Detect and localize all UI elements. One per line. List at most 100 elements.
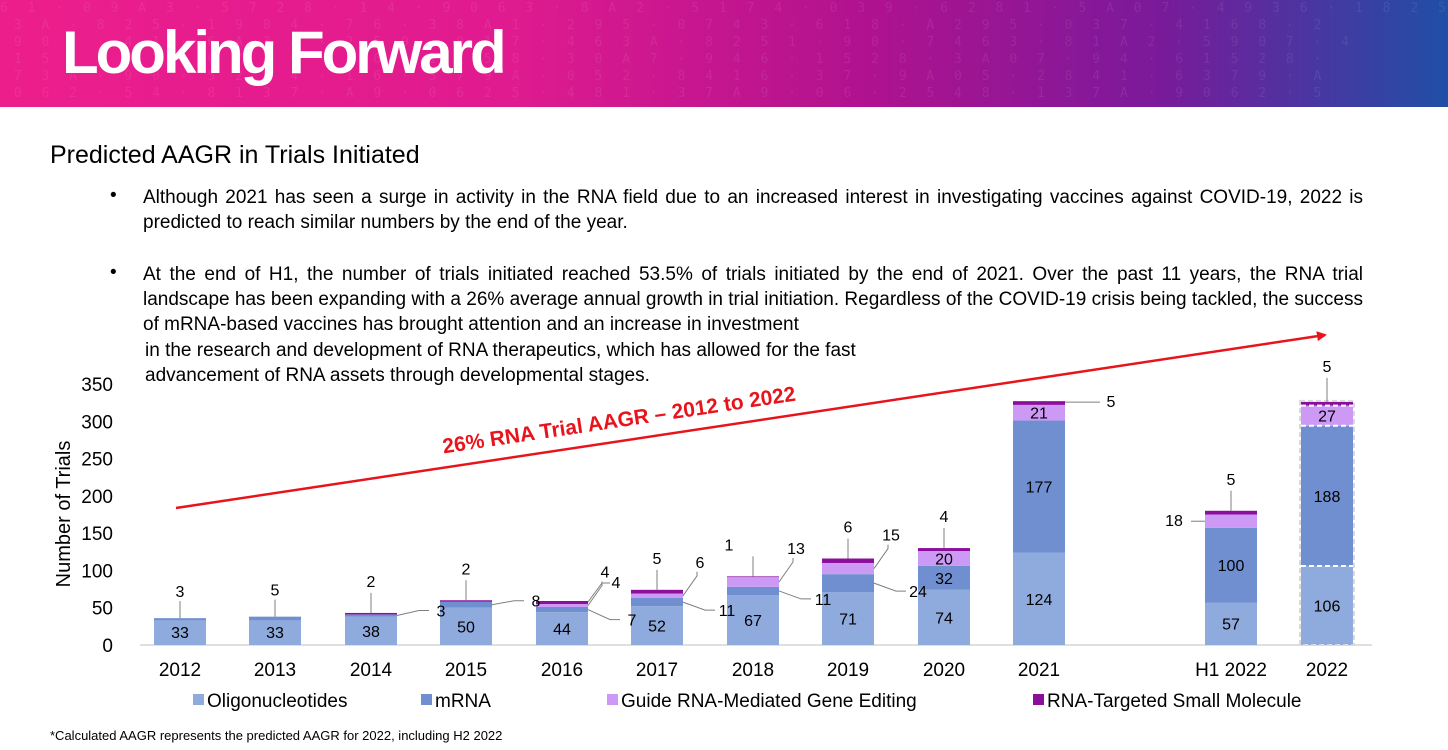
bar-segment-oligonucleotides [154, 620, 206, 645]
bar-segment-mrna [536, 606, 588, 613]
data-label-oligonucleotides: 74 [935, 610, 953, 627]
page-title: Looking Forward [62, 19, 507, 86]
legend-swatch [193, 694, 204, 705]
bar-segment-rna-targeted-small-molecule [918, 548, 970, 552]
data-label-small-molecule: 6 [844, 519, 853, 536]
bar-segment-mrna [345, 614, 397, 617]
data-label-small-molecule: 5 [1227, 472, 1236, 489]
bar-segment-oligonucleotides [631, 606, 683, 645]
label-leader-line [778, 590, 811, 600]
header-banner: 6 1 · 0 9 A 3 · 5 7 2 8 · 1 4 · 9 0 6 3 … [0, 0, 1448, 107]
y-axis: 0 50 100 150 200 250 300 350 [81, 375, 113, 657]
bar-segment-oligonucleotides [1205, 602, 1257, 645]
bar-segment-rna-targeted-small-molecule [822, 558, 874, 563]
data-labels-group: 3333353832508244744521165671113171241567… [171, 359, 1340, 642]
data-label-small-molecule: 2 [367, 574, 376, 591]
x-tick-labels: 2012 2013 2014 2015 2016 2017 2018 2019 2020 2021… [159, 660, 1348, 681]
legend-swatch [1033, 694, 1044, 705]
data-label-mrna: 5 [271, 583, 280, 600]
bar-segment-rna-targeted-small-molecule [1013, 401, 1065, 405]
data-label-mrna: 3 [437, 604, 446, 621]
data-label-guide-rna: 4 [601, 564, 610, 581]
data-label-guide-rna: 13 [787, 541, 805, 558]
x-tick-label: 2017 [636, 660, 678, 681]
bar-segment-guide-rna-mediated-gene-editing [1301, 405, 1353, 426]
bar-segment-rna-targeted-small-molecule [631, 589, 683, 594]
data-label-oligonucleotides: 50 [457, 619, 475, 636]
data-label-mrna: 177 [1026, 480, 1053, 497]
bar-segment-guide-rna-mediated-gene-editing [822, 562, 874, 575]
bar-segment-oligonucleotides [822, 592, 874, 645]
data-label-small-molecule: 5 [1107, 394, 1116, 411]
bars-group [154, 399, 1355, 647]
y-axis-label: Number of Trials [53, 441, 75, 588]
x-tick-label: 2022 [1306, 660, 1348, 681]
data-label-small-molecule: 4 [940, 509, 949, 526]
data-label-mrna: 8 [532, 594, 541, 611]
bar-segment-guide-rna-mediated-gene-editing [918, 551, 970, 566]
x-tick-label: 2018 [732, 660, 774, 681]
bullet-text-1: Although 2021 has seen a surge in activi… [143, 187, 1363, 233]
bar-segment-guide-rna-mediated-gene-editing [631, 593, 683, 599]
data-label-oligonucleotides: 52 [648, 619, 666, 636]
y-tick-label: 150 [81, 524, 113, 545]
bar-segment-mrna [249, 616, 301, 621]
bar-segment-mrna [1301, 425, 1353, 566]
footnote: *Calculated AAGR represents the predicte… [50, 728, 503, 743]
bar-segment-oligonucleotides [345, 616, 397, 645]
bar-segment-mrna [727, 586, 779, 596]
data-label-guide-rna: 6 [696, 555, 705, 572]
bar-segment-mrna [1013, 420, 1065, 553]
data-label-mrna: 7 [628, 613, 637, 630]
data-label-mrna: 32 [935, 571, 953, 588]
data-label-mrna: 188 [1314, 489, 1341, 506]
bar-segment-mrna [631, 598, 683, 607]
label-leader-line [778, 557, 794, 583]
bar-segment-rna-targeted-small-molecule [440, 600, 492, 602]
bar-segment-rna-targeted-small-molecule [1205, 510, 1257, 515]
legend-swatch [421, 694, 432, 705]
data-label-oligonucleotides: 71 [839, 612, 857, 629]
x-tick-label: 2020 [923, 660, 965, 681]
aagr-annotation: 26% RNA Trial AAGR – 2012 to 2022 [441, 383, 797, 459]
x-tick-label: 2019 [827, 660, 869, 681]
data-label-guide-rna: 15 [882, 528, 900, 545]
data-label-mrna: 24 [909, 584, 927, 601]
data-label-small-molecule: 5 [653, 551, 662, 568]
data-label-guide-rna: 20 [935, 551, 953, 568]
bar-segment-mrna [822, 574, 874, 593]
y-tick-label: 350 [81, 375, 113, 396]
bar-segment-oligonucleotides [1301, 565, 1353, 645]
label-leader-line [587, 582, 610, 603]
bar-segment-oligonucleotides [1013, 552, 1065, 645]
label-leader-line [491, 600, 524, 606]
bar-segment-guide-rna-mediated-gene-editing [536, 603, 588, 607]
data-label-oligonucleotides: 67 [744, 613, 762, 630]
data-label-oligonucleotides: 33 [266, 625, 284, 642]
bar-segment-guide-rna-mediated-gene-editing [727, 577, 779, 587]
data-label-oligonucleotides: 57 [1222, 617, 1240, 634]
bar-segment-mrna [918, 565, 970, 590]
legend-label: Oligonucleotides [207, 691, 347, 712]
data-label-oligonucleotides: 124 [1026, 592, 1053, 609]
bar-segment-rna-targeted-small-molecule [536, 601, 588, 604]
bar-segment-mrna [440, 601, 492, 608]
data-label-mrna: 100 [1218, 558, 1245, 575]
bar-segment-mrna [1205, 527, 1257, 603]
x-tick-label: 2013 [254, 660, 296, 681]
data-label-guide-rna: 18 [1165, 513, 1183, 530]
label-leader-line [587, 609, 620, 621]
background-digit-pattern: 6 1 · 0 9 A 3 · 5 7 2 8 · 1 4 · 9 0 6 3 … [0, 1, 1448, 101]
data-label-oligonucleotides: 38 [362, 624, 380, 641]
label-leader-line [682, 571, 698, 597]
bar-segment-guide-rna-mediated-gene-editing [1205, 514, 1257, 528]
section-subtitle: Predicted AAGR in Trials Initiated [50, 141, 420, 169]
data-label-small-molecule: 1 [725, 537, 734, 554]
legend-label: RNA-Targeted Small Molecule [1047, 691, 1302, 712]
data-label-small-molecule: 4 [612, 575, 621, 592]
bar-segment-guide-rna-mediated-gene-editing [1013, 404, 1065, 421]
data-label-guide-rna: 21 [1030, 406, 1048, 423]
bar-segment-oligonucleotides [536, 612, 588, 645]
data-label-mrna: 3 [176, 584, 185, 601]
